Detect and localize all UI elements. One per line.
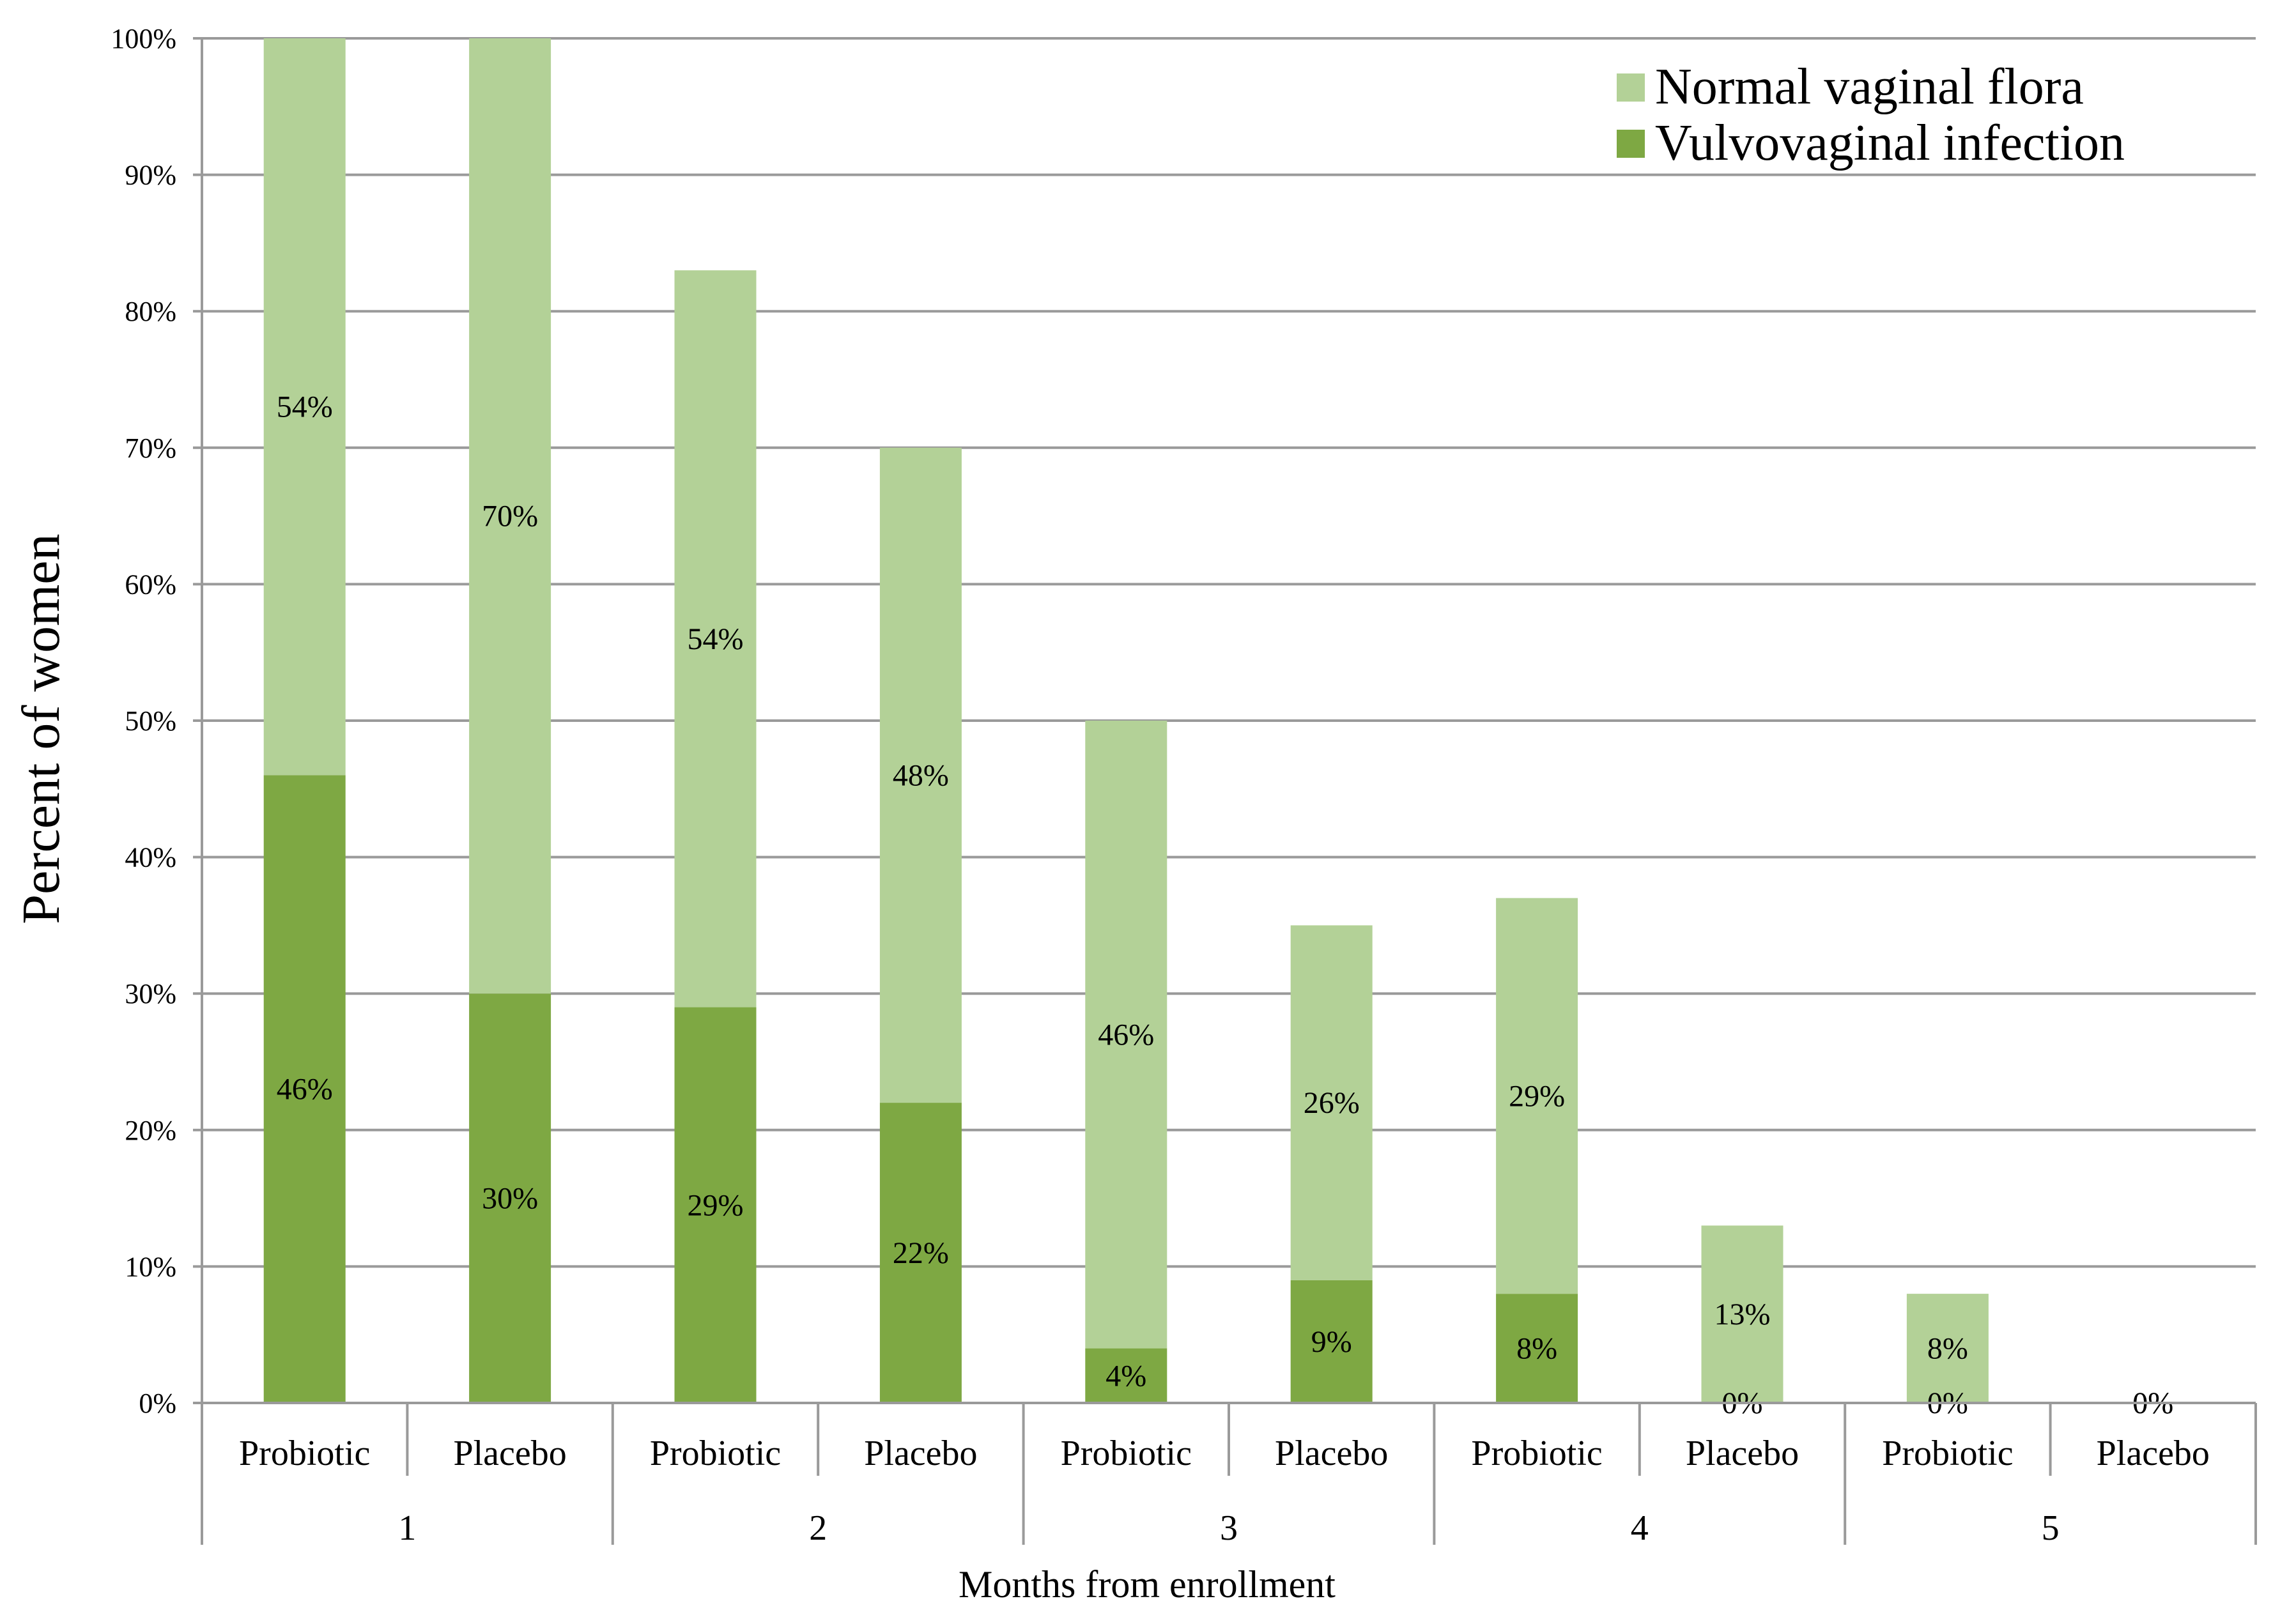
x-axis-title: Months from enrollment: [959, 1563, 1336, 1605]
bar-vulvovaginal-infection: [1496, 1294, 1578, 1403]
bar-vulvovaginal-infection: [674, 1007, 757, 1403]
x-category-label: Placebo: [1275, 1434, 1388, 1473]
x-axis: Probiotic Placebo Probiotic Placebo Probioti…: [201, 1402, 2257, 1548]
bar-normal-vaginal-flora: [263, 38, 346, 776]
x-group-label: 1: [398, 1508, 416, 1548]
x-group-label: 3: [1220, 1508, 1238, 1548]
legend-swatch-normal-flora: [1617, 73, 1645, 102]
bar-normal-vaginal-flora: [1701, 1225, 1783, 1403]
y-tick-label: 100%: [111, 23, 176, 54]
data-label-vulvovaginal-infection: 46%: [277, 1073, 333, 1107]
x-category-label: Probiotic: [1471, 1434, 1602, 1473]
bar-normal-vaginal-flora: [879, 447, 962, 1103]
data-label-normal-vaginal-flora: 48%: [893, 758, 949, 792]
data-label-normal-vaginal-flora: 13%: [1714, 1298, 1771, 1331]
bar-vulvovaginal-infection: [469, 993, 551, 1403]
data-label-normal-vaginal-flora: 54%: [277, 390, 333, 424]
legend: Normal vaginal flora Vulvovaginal infect…: [1617, 59, 2125, 171]
data-label-normal-vaginal-flora: 29%: [1509, 1079, 1565, 1113]
y-tick-label: 50%: [125, 705, 176, 737]
data-label-normal-vaginal-flora: 70%: [482, 500, 538, 533]
x-category-label: Probiotic: [650, 1434, 781, 1473]
x-group-label: 2: [809, 1508, 827, 1548]
y-tick-label: 60%: [125, 569, 176, 600]
y-axis-ticks: 0% 10% 20% 30% 40% 50% 60% 70% 80% 90% 100%: [111, 23, 203, 1419]
data-label-normal-vaginal-flora: 54%: [688, 622, 744, 656]
data-label-normal-vaginal-flora: 8%: [1927, 1332, 1968, 1366]
bar-vulvovaginal-infection: [1290, 1280, 1373, 1403]
legend-label-vulvovaginal-infection: Vulvovaginal infection: [1655, 115, 2125, 171]
y-tick-label: 0%: [139, 1388, 176, 1419]
data-label-normal-vaginal-flora: 46%: [1098, 1018, 1154, 1052]
bar-vulvovaginal-infection: [263, 775, 346, 1403]
data-label-vulvovaginal-infection: 4%: [1105, 1359, 1146, 1393]
y-tick-label: 10%: [125, 1251, 176, 1282]
legend-label-normal-flora: Normal vaginal flora: [1655, 59, 2084, 115]
bars: [263, 38, 1989, 1403]
bar-vulvovaginal-infection: [879, 1103, 962, 1403]
y-tick-label: 70%: [125, 433, 176, 464]
x-category-label: Placebo: [1686, 1434, 1799, 1473]
bar-normal-vaginal-flora: [674, 270, 757, 1007]
x-category-label: Placebo: [453, 1434, 566, 1473]
data-label-vulvovaginal-infection: 29%: [688, 1188, 744, 1222]
x-category-label: Probiotic: [1882, 1434, 2013, 1473]
x-category-label: Probiotic: [1061, 1434, 1192, 1473]
legend-swatch-vulvovaginal-infection: [1617, 130, 1645, 158]
bar-normal-vaginal-flora: [1496, 898, 1578, 1294]
data-label-vulvovaginal-infection: 22%: [893, 1236, 949, 1270]
x-group-label: 5: [2042, 1508, 2060, 1548]
x-group-label: 4: [1631, 1508, 1649, 1548]
data-label-vulvovaginal-infection: 30%: [482, 1182, 538, 1216]
bar-normal-vaginal-flora: [469, 38, 551, 994]
bar-normal-vaginal-flora: [1290, 925, 1373, 1280]
y-tick-label: 90%: [125, 160, 176, 191]
x-category-label: Probiotic: [239, 1434, 370, 1473]
x-category-label: Placebo: [864, 1434, 977, 1473]
bar-normal-vaginal-flora: [1906, 1294, 1989, 1403]
y-tick-label: 30%: [125, 978, 176, 1009]
data-label-vulvovaginal-infection: 8%: [1516, 1332, 1557, 1366]
bar-vulvovaginal-infection: [1085, 1348, 1167, 1403]
data-label-vulvovaginal-infection: 9%: [1311, 1325, 1352, 1359]
bar-normal-vaginal-flora: [1085, 721, 1167, 1349]
y-tick-label: 80%: [125, 296, 176, 327]
y-tick-label: 20%: [125, 1115, 176, 1146]
y-axis-title: Percent of women: [12, 533, 71, 924]
data-label-normal-vaginal-flora: 26%: [1304, 1086, 1360, 1120]
y-tick-label: 40%: [125, 842, 176, 873]
x-category-label: Placebo: [2097, 1434, 2210, 1473]
